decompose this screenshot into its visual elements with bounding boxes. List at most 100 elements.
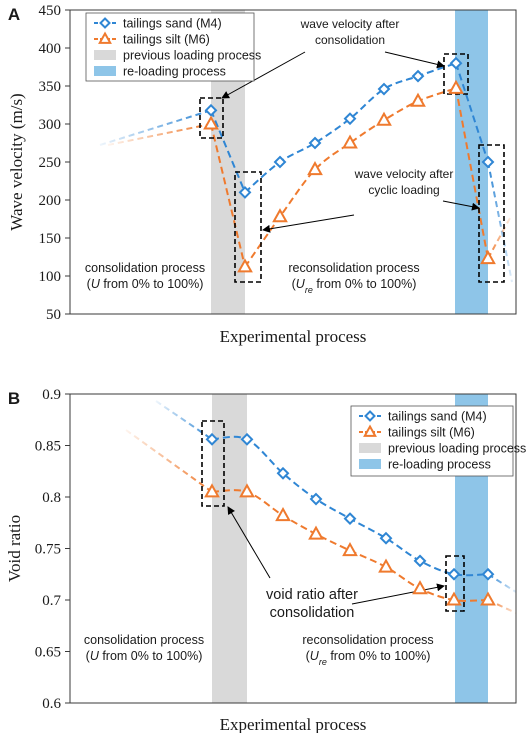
- panel-a-silt-point-3: [272, 208, 288, 223]
- panel-b-legend-reload-swatch: [359, 459, 381, 469]
- panel-a-sand-tail-line: [487, 161, 513, 283]
- panel-a-silt-series-line: [455, 88, 489, 259]
- panel-a-arrow-consolidation-left: [221, 51, 306, 99]
- panel-a-arrow-cyclic-left: [262, 214, 355, 233]
- panel-a-highlight-box-consolidation-reload: [443, 53, 469, 95]
- panel-a-sand-point-2: [238, 185, 252, 199]
- panel-b-silt-point-3: [275, 506, 291, 522]
- panel-a-sand-point-8: [449, 56, 463, 70]
- panel-b-sand-point-7: [413, 554, 427, 568]
- panel-b-silt-point-6: [378, 558, 394, 573]
- panel-a-silt-point-4: [307, 161, 323, 176]
- panel-a-legend-reload-label: re-loading process: [123, 65, 226, 79]
- panel-a-sand-point-3: [273, 155, 287, 169]
- panel-b-ytick-label-6: 0.9: [42, 387, 61, 403]
- panel-a-ytick-label-6: 350: [39, 79, 62, 95]
- panel-a-ytick-label-0: 50: [46, 307, 61, 323]
- panel-b-silt-point-1: [204, 483, 220, 498]
- panel-b-y-axis-title: Void ratio: [5, 515, 24, 582]
- panel-a-legend-reload-swatch: [94, 66, 116, 76]
- panel-b-ytick-label-0: 0.6: [42, 696, 61, 712]
- panel-b-legend-silt-label: tailings silt (M6): [388, 426, 475, 440]
- panel-b-sand-point-4: [309, 492, 323, 506]
- panel-b-sand-point-3: [276, 466, 290, 480]
- panel-a-legend-prev-swatch: [94, 50, 116, 60]
- panel-b-sand-point-8: [447, 567, 461, 581]
- panel-a-sand-point-7: [411, 69, 425, 83]
- panel-a-after-consolidation-label: wave velocity after consolidation: [300, 17, 400, 47]
- panel-a-ytick-label-7: 400: [39, 41, 62, 57]
- panel-b-legend-silt-marker: [363, 424, 377, 437]
- panel-a-sand-series-line: [210, 109, 246, 193]
- panel-a-silt-tail-line: [487, 217, 511, 259]
- panel-b-legend-sand-label: tailings sand (M4): [388, 410, 487, 424]
- panel-b-silt-point-7: [412, 580, 428, 595]
- panel-b-reconsolidation-process-label: reconsolidation process: [302, 633, 433, 647]
- panel-b-silt-point-2: [239, 483, 255, 498]
- panel-a-highlight-box-cyclic-reload: [478, 144, 505, 283]
- panel-b-highlight-box-left: [201, 420, 225, 507]
- panel-b-reconsolidation-range-label: (Ure from 0% to 100%): [306, 649, 431, 667]
- panel-a-ytick-label-1: 100: [39, 269, 62, 285]
- panel-b-silt-point-8: [446, 591, 462, 606]
- panel-a-sand-point-9: [481, 155, 495, 169]
- panel-a-ytick-label-2: 150: [39, 231, 62, 247]
- panel-b-x-axis-title: Experimental process: [220, 715, 367, 733]
- panel-b-silt-point-9: [480, 591, 496, 606]
- panel-a-silt-lead-line: [107, 123, 212, 146]
- panel-a-label: A: [8, 5, 20, 24]
- panel-a-arrow-cyclic-right: [442, 200, 480, 211]
- panel-a-sand-series-line: [455, 62, 489, 163]
- panel-a-ytick-label-3: 200: [39, 193, 62, 209]
- panel-a-silt-point-6: [376, 111, 392, 126]
- panel-b-sand-point-9: [481, 567, 495, 581]
- panel-a-sand-lead-line: [99, 109, 212, 146]
- panel-b-label: B: [8, 389, 20, 408]
- panel-a-reconsolidation-process-label: reconsolidation process: [288, 261, 419, 275]
- panel-b-silt-lead-line: [125, 429, 213, 493]
- panel-a-legend-silt-label: tailings silt (M6): [123, 33, 210, 47]
- panel-b-legend-prev-swatch: [359, 443, 381, 453]
- panel-b-ytick-label-1: 0.65: [35, 645, 61, 661]
- panel-a-silt-point-2: [237, 258, 253, 273]
- panel-b-ytick-label-2: 0.7: [42, 593, 61, 609]
- panel-a-legend-sand-marker: [99, 17, 111, 29]
- panel-b-sand-point-5: [343, 512, 357, 526]
- panel-a-highlight-box-consolidation: [199, 97, 224, 139]
- panel-b-sand-tail-line: [487, 573, 517, 593]
- panel-a-ytick-label-4: 250: [39, 155, 62, 171]
- panel-a-sand-point-4: [308, 136, 322, 150]
- panel-a-consolidation-range-label: (U from 0% to 100%): [87, 277, 204, 291]
- panel-b-legend-sand-marker: [364, 410, 376, 422]
- panel-b-sand-point-1: [205, 432, 219, 446]
- panel-a-sand-point-6: [377, 82, 391, 96]
- panel-b-sand-point-2: [240, 432, 254, 446]
- panel-a-silt-point-8: [448, 79, 464, 94]
- panel-a-legend-sand-label: tailings sand (M4): [123, 17, 222, 31]
- panel-b-silt-point-5: [342, 542, 358, 557]
- panel-a-highlight-box-cyclic: [234, 171, 262, 283]
- panel-b-legend-reload-label: re-loading process: [388, 458, 491, 472]
- panel-a-y-axis-title: Wave velocity (m/s): [7, 93, 26, 230]
- panel-a-reconsolidation-range-label: (Ure from 0% to 100%): [292, 277, 417, 295]
- panel-a-consolidation-process-label: consolidation process: [85, 261, 205, 275]
- panel-b-ytick-label-4: 0.8: [42, 490, 61, 506]
- panel-b-sand-lead-line: [155, 400, 213, 441]
- panel-a-x-axis-title: Experimental process: [220, 327, 367, 346]
- panel-b-void-ratio-label: void ratio after consolidation: [266, 587, 358, 621]
- panel-b-consolidation-range-label: (U from 0% to 100%): [86, 649, 203, 663]
- panel-b-consolidation-process-label: consolidation process: [84, 633, 204, 647]
- panel-a-ytick-label-8: 450: [39, 3, 62, 19]
- panel-b-legend-prev-label: previous loading process: [388, 442, 526, 456]
- panel-a-legend-silt-marker: [98, 31, 112, 44]
- panel-a-silt-series-line: [210, 123, 246, 268]
- panel-b-highlight-box-right: [445, 555, 465, 612]
- panel-a-silt-point-9: [480, 249, 496, 265]
- panel-b-arrow-left: [227, 506, 271, 579]
- panel-a-after-cyclic-label: wave velocity after cyclic loading: [354, 167, 454, 197]
- panel-a-sand-point-1: [204, 103, 218, 117]
- panel-b-ytick-label-5: 0.85: [35, 439, 61, 455]
- panel-a-silt-point-1: [203, 115, 219, 130]
- panel-a-arrow-consolidation-right: [384, 51, 445, 69]
